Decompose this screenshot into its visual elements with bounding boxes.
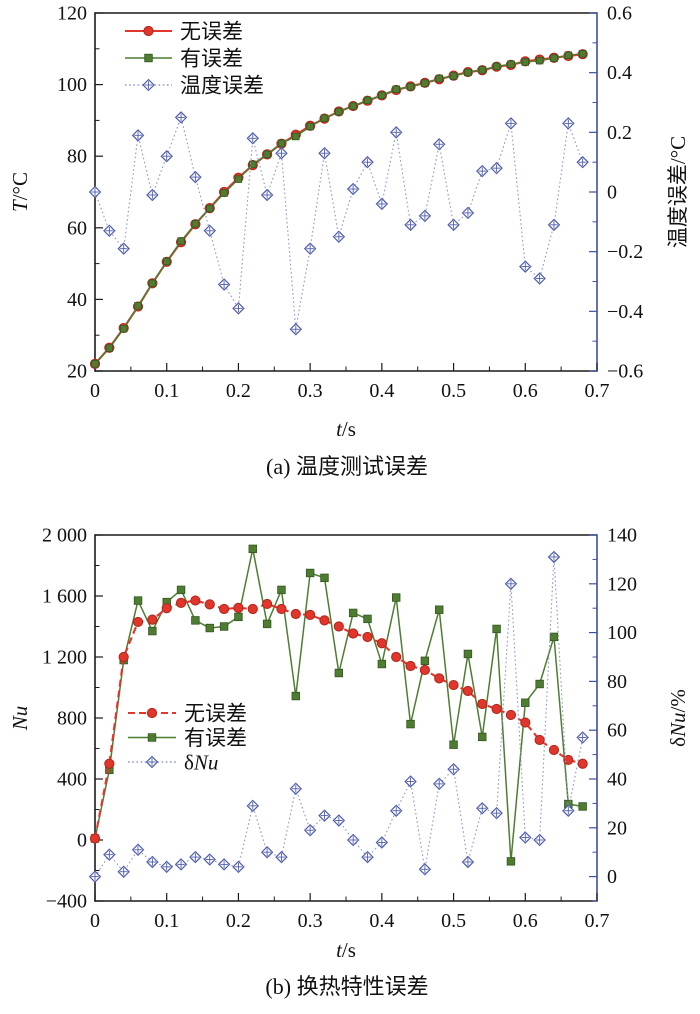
svg-text:0: 0 — [77, 830, 87, 852]
x-axis: 0 0.1 0.2 0.3 0.4 0.5 0.6 0.7 — [90, 363, 610, 402]
svg-text:0.7: 0.7 — [585, 910, 610, 932]
svg-text:100: 100 — [57, 74, 87, 96]
y-axis-title-right: 温度误差/°C — [666, 136, 690, 248]
svg-text:无误差: 无误差 — [184, 702, 247, 726]
svg-text:温度误差/°C: 温度误差/°C — [666, 136, 690, 248]
svg-text:20: 20 — [67, 361, 87, 383]
caption-a: (a) 温度测试误差 — [266, 454, 428, 479]
svg-text:0.2: 0.2 — [226, 380, 251, 402]
svg-text:120: 120 — [57, 3, 87, 25]
axes — [94, 534, 598, 902]
svg-text:1 200: 1 200 — [42, 647, 87, 669]
svg-text:60: 60 — [607, 720, 627, 742]
svg-text:无误差: 无误差 — [180, 20, 243, 44]
svg-text:1 600: 1 600 — [42, 586, 87, 608]
series-temp-error — [88, 111, 589, 336]
svg-text:40: 40 — [607, 769, 627, 791]
svg-text:温度误差: 温度误差 — [180, 74, 264, 98]
x-axis-title: t/s — [336, 938, 356, 962]
x-axis-title: t/s — [336, 417, 356, 441]
svg-text:20: 20 — [607, 817, 627, 839]
svg-text:δNu/%: δNu/% — [666, 689, 690, 747]
svg-text:0.7: 0.7 — [585, 380, 610, 402]
svg-text:−0.4: −0.4 — [607, 301, 643, 323]
series-delta-nu — [88, 550, 589, 883]
x-axis: 0 0.1 0.2 0.3 0.4 0.5 0.6 0.7 — [90, 893, 610, 932]
svg-text:−0.6: −0.6 — [607, 361, 643, 383]
svg-text:有误差: 有误差 — [184, 726, 247, 750]
y-axis-right: 0 20 40 60 80 100 120 140 — [589, 525, 637, 902]
svg-text:0.4: 0.4 — [607, 62, 632, 84]
svg-text:0.6: 0.6 — [513, 910, 538, 932]
chart-temperature-test-error: 0 0.1 0.2 0.3 0.4 0.5 0.6 0.7 20 40 60 80 100 120 −0.6… — [8, 3, 690, 442]
svg-text:0: 0 — [607, 866, 617, 888]
svg-text:0.4: 0.4 — [369, 910, 394, 932]
svg-text:100: 100 — [607, 622, 637, 644]
svg-text:0.4: 0.4 — [369, 380, 394, 402]
svg-text:t/s: t/s — [336, 417, 356, 441]
svg-text:T/°C: T/°C — [8, 172, 32, 212]
svg-text:80: 80 — [607, 671, 627, 693]
svg-text:0.2: 0.2 — [607, 122, 632, 144]
svg-text:0: 0 — [90, 910, 100, 932]
svg-text:δNu: δNu — [184, 751, 218, 775]
series-with-error — [90, 544, 587, 866]
svg-text:0.1: 0.1 — [154, 910, 179, 932]
svg-text:0.3: 0.3 — [298, 910, 323, 932]
y-axis-left: 20 40 60 80 100 120 — [57, 3, 103, 383]
y-axis-right: −0.6 −0.4 −0.2 0 0.2 0.4 0.6 — [589, 3, 643, 383]
svg-text:2 000: 2 000 — [42, 525, 87, 547]
y-axis-title-left: T/°C — [8, 172, 32, 212]
y-axis-title-left: Nu — [8, 706, 32, 732]
y-axis-left: −400 0 400 800 1 200 1 600 2 000 — [42, 525, 103, 913]
svg-text:t/s: t/s — [336, 938, 356, 962]
svg-text:0: 0 — [607, 182, 617, 204]
series-no-error — [89, 595, 588, 844]
axes — [94, 12, 598, 372]
svg-text:0.5: 0.5 — [441, 910, 466, 932]
svg-text:0.2: 0.2 — [226, 910, 251, 932]
svg-text:400: 400 — [57, 769, 87, 791]
svg-text:0.6: 0.6 — [607, 3, 632, 25]
svg-text:0.3: 0.3 — [298, 380, 323, 402]
svg-text:40: 40 — [67, 289, 87, 311]
svg-text:800: 800 — [57, 708, 87, 730]
svg-text:Nu: Nu — [8, 706, 32, 732]
series-with-error — [91, 50, 587, 368]
svg-text:0: 0 — [90, 380, 100, 402]
svg-text:140: 140 — [607, 525, 637, 547]
svg-text:−400: −400 — [46, 891, 87, 913]
svg-text:0.1: 0.1 — [154, 380, 179, 402]
svg-text:0.5: 0.5 — [441, 380, 466, 402]
svg-text:−0.2: −0.2 — [607, 241, 643, 263]
series-no-error — [89, 49, 588, 369]
svg-text:120: 120 — [607, 573, 637, 595]
svg-text:80: 80 — [67, 146, 87, 168]
caption-b: (b) 换热特性误差 — [265, 974, 429, 999]
svg-text:有误差: 有误差 — [180, 47, 243, 71]
y-axis-title-right: δNu/% — [666, 689, 690, 747]
svg-text:60: 60 — [67, 217, 87, 239]
svg-text:0.6: 0.6 — [513, 380, 538, 402]
